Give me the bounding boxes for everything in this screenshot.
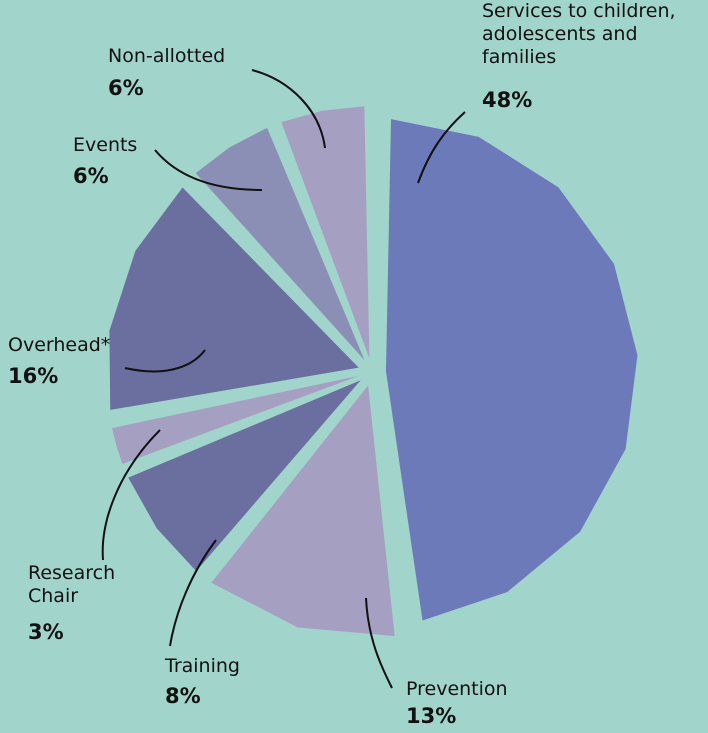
slice-value: 16% xyxy=(8,364,59,388)
slice-value: 8% xyxy=(165,684,201,708)
slice-label: Events xyxy=(73,134,138,156)
pie-slice xyxy=(109,187,359,410)
slice-label: Services to children, adolescents and fa… xyxy=(482,0,676,68)
leader-line xyxy=(154,149,263,191)
slice-label: Research Chair xyxy=(28,562,116,607)
pie-slice xyxy=(112,375,359,464)
pie-slice xyxy=(385,119,638,621)
slice-value: 3% xyxy=(28,620,64,644)
slice-label: Overhead* xyxy=(8,334,111,356)
pie-slice xyxy=(195,127,365,361)
slice-label: Non-allotted xyxy=(108,45,226,67)
slice-value: 13% xyxy=(406,704,457,728)
slice-label: Prevention xyxy=(406,678,508,700)
leader-line xyxy=(124,349,206,373)
pie-slice xyxy=(128,380,361,572)
pie-slice xyxy=(281,106,370,359)
leader-line xyxy=(251,69,326,149)
leader-line xyxy=(169,539,217,647)
slice-label: Training xyxy=(165,655,240,677)
slice-value: 48% xyxy=(482,88,533,112)
leader-line xyxy=(417,111,466,184)
pie-slice xyxy=(211,385,395,637)
leader-line xyxy=(101,429,161,561)
slice-value: 6% xyxy=(108,76,144,100)
leader-line xyxy=(365,597,393,689)
slice-value: 6% xyxy=(73,164,109,188)
